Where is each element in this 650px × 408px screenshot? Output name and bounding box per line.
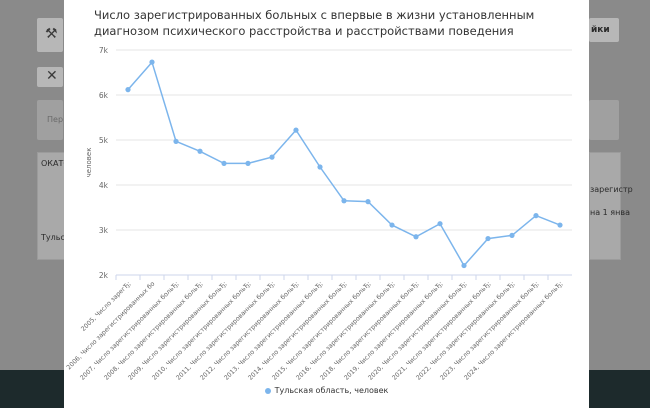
x-axis-ticks: 2005, Число зарегЂ;2006, Число зарегистр… (65, 275, 564, 382)
data-point[interactable] (461, 262, 467, 269)
data-point[interactable] (245, 160, 251, 166)
background-okato-header: ОКАТО (41, 159, 70, 168)
background-right-field (589, 100, 619, 140)
series-points (125, 59, 563, 269)
line-chart: 2k 3k 4k 5k 6k 7k человек 2005, Число зарегЂ;… (65, 46, 572, 382)
data-point[interactable] (413, 234, 419, 240)
legend-marker-icon (264, 387, 271, 394)
data-point[interactable] (533, 213, 539, 219)
chart-modal: Число зарегистрированных больных с вперв… (64, 0, 589, 408)
data-point[interactable] (173, 138, 179, 144)
background-right-header: зарегистр (590, 185, 633, 194)
background-tool-button[interactable]: ⚒ (37, 18, 63, 52)
data-point[interactable] (509, 232, 515, 238)
y-tick-label: 7k (99, 46, 109, 55)
x-tick-label: 2006, Число зарегистрированных бо (65, 280, 157, 372)
data-point[interactable] (197, 148, 203, 154)
data-point[interactable] (365, 199, 371, 205)
legend-series-name: Тульская область, человек (274, 386, 389, 395)
data-point[interactable] (437, 221, 443, 227)
data-point[interactable] (269, 154, 275, 160)
background-settings-label: йки (591, 25, 610, 35)
background-table-left: ОКАТО Тульская (37, 152, 79, 260)
y-tick-label: 3k (99, 226, 109, 235)
y-axis-ticks: 2k 3k 4k 5k 6k 7k (99, 46, 109, 280)
background-search-placeholder: Пер (47, 115, 64, 124)
data-point[interactable] (293, 127, 299, 133)
data-point[interactable] (389, 222, 395, 228)
series-line (127, 60, 561, 267)
chart-title: Число зарегистрированных больных с вперв… (94, 8, 535, 38)
data-point[interactable] (557, 222, 563, 228)
data-point[interactable] (221, 160, 227, 166)
chart-grid (116, 49, 572, 276)
y-axis-label: человек (85, 148, 93, 178)
data-point[interactable] (485, 235, 491, 242)
wrench-icon: ⚒ (45, 26, 58, 42)
data-point[interactable] (125, 87, 131, 93)
data-point[interactable] (149, 59, 155, 65)
y-tick-label: 2k (99, 271, 109, 280)
chart-legend[interactable]: Тульская область, человек (64, 386, 589, 395)
close-icon: ✕ (46, 68, 58, 84)
data-point[interactable] (341, 198, 347, 204)
background-right-cell: на 1 янва (590, 208, 630, 217)
data-point[interactable] (317, 164, 323, 170)
background-search-field[interactable]: Пер (37, 100, 63, 140)
y-tick-label: 4k (99, 181, 109, 190)
y-tick-label: 6k (99, 91, 109, 100)
background-region-cell: Тульская (41, 233, 80, 242)
background-table-right: зарегистр на 1 янва (589, 152, 633, 260)
y-tick-label: 5k (99, 136, 109, 145)
background-settings-button[interactable]: йки (589, 18, 619, 42)
background-close-button[interactable]: ✕ (37, 67, 63, 87)
